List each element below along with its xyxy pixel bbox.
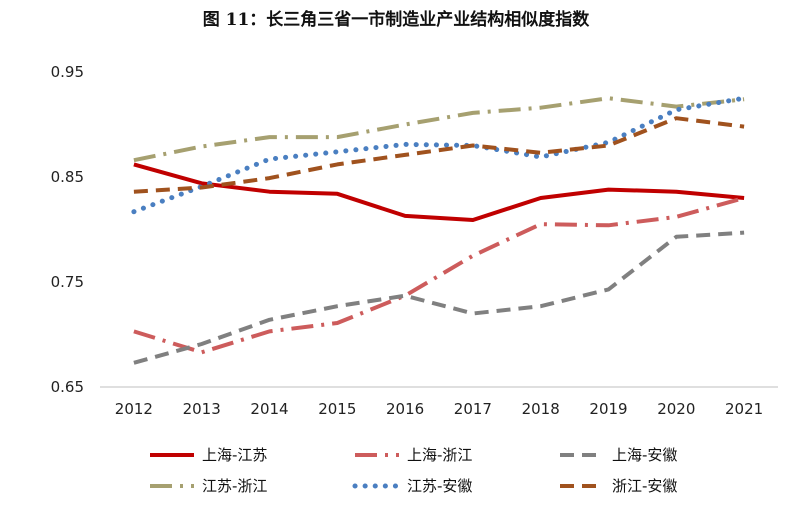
y-tick-label: 0.95	[51, 63, 84, 81]
x-tick-label: 2012	[115, 400, 153, 418]
x-tick-label: 2020	[657, 400, 695, 418]
x-tick-label: 2015	[318, 400, 356, 418]
legend-label-4: 江苏-浙江	[202, 477, 267, 495]
x-tick-label: 2016	[386, 400, 424, 418]
series-line-4	[133, 96, 745, 163]
series-line-1	[133, 162, 745, 222]
x-tick-label: 2013	[183, 400, 221, 418]
legend-label-5: 江苏-安徽	[407, 477, 472, 495]
legend-label-1: 上海-江苏	[202, 446, 267, 464]
series-line-6	[133, 116, 745, 194]
y-tick-label: 0.85	[51, 168, 84, 186]
legend-label-6: 浙江-安徽	[612, 477, 677, 495]
y-tick-label: 0.75	[51, 273, 84, 291]
x-tick-label: 2017	[454, 400, 492, 418]
series-layer	[131, 95, 747, 365]
legend-label-2: 上海-浙江	[407, 446, 472, 464]
x-tick-label: 2019	[589, 400, 627, 418]
chart-title: 图 11：长三角三省一市制造业产业结构相似度指数	[203, 9, 591, 30]
axes: 0.65 0.75 0.85 0.95 2012 2013 2014 2015 2016 2017…	[51, 63, 778, 418]
series-line-3	[133, 230, 745, 365]
series-line-5	[131, 95, 747, 215]
legend-label-3: 上海-安徽	[612, 446, 677, 464]
x-tick-label: 2018	[522, 400, 560, 418]
x-tick-label: 2014	[250, 400, 288, 418]
series-line-2	[133, 196, 745, 355]
y-tick-label: 0.65	[51, 378, 84, 396]
x-tick-label: 2021	[725, 400, 763, 418]
